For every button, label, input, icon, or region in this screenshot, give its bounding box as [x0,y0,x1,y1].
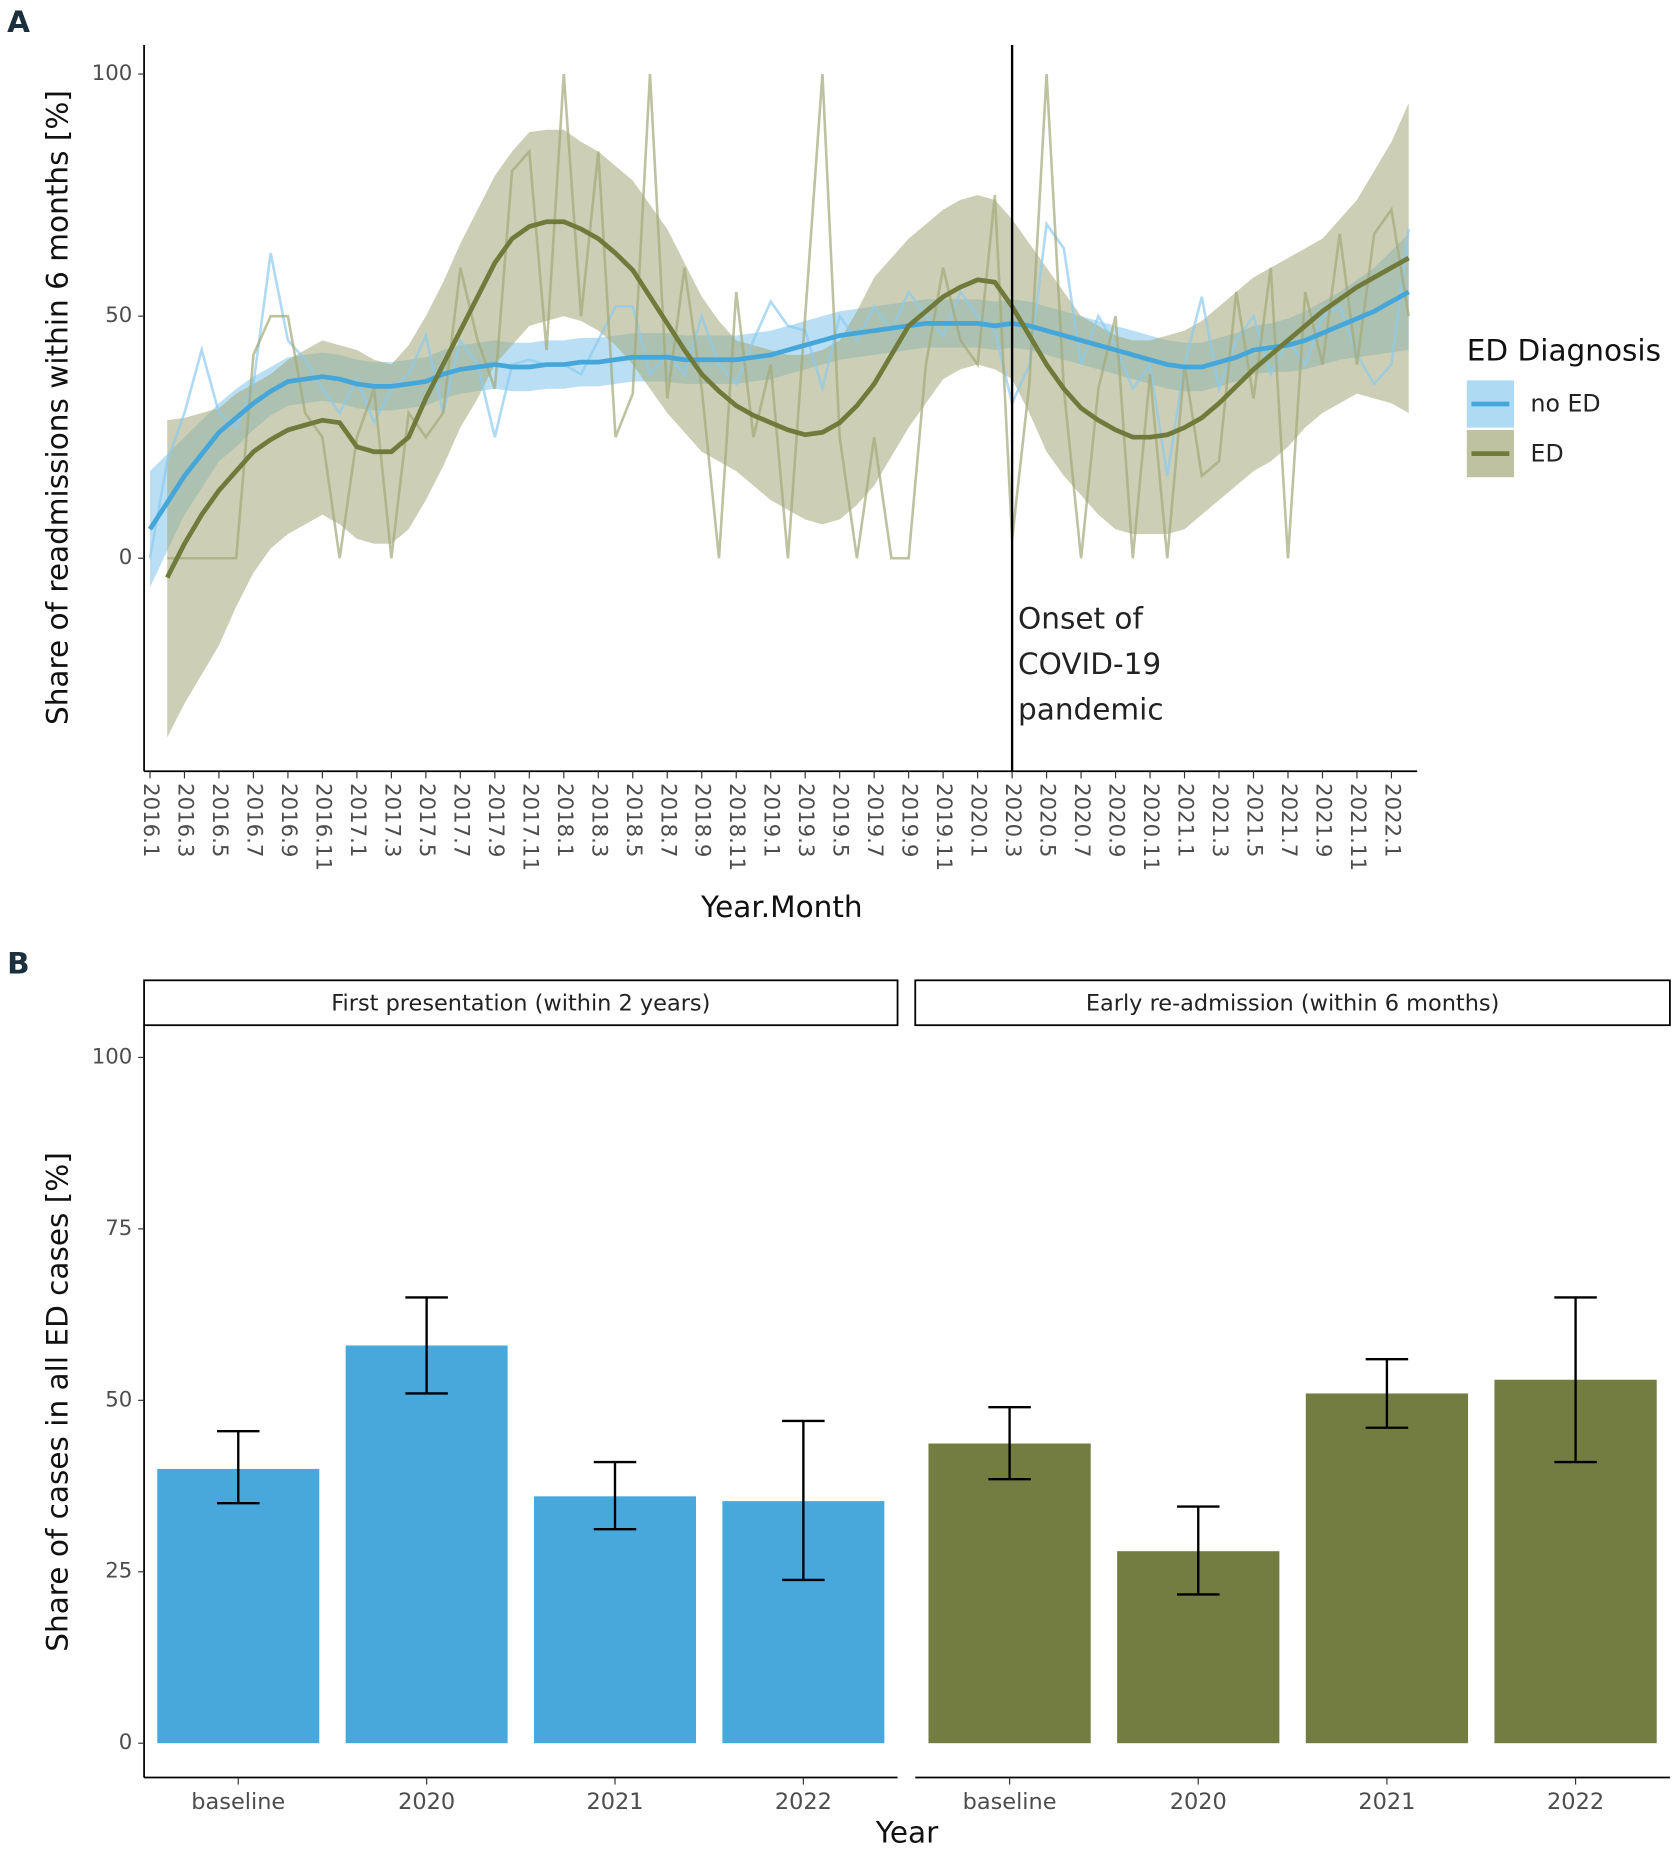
facet-title: First presentation (within 2 years) [331,990,710,1016]
x-tick-label: 2018.11 [724,783,749,871]
legend-title: ED Diagnosis [1467,334,1661,368]
x-tick-label: 2018.7 [655,783,680,857]
x-tick-label: 2020.3 [1000,783,1025,857]
x-tick-label: 2018.9 [690,783,715,857]
bar [928,1443,1091,1744]
x-tick-label: 2021.1 [1173,783,1198,857]
x-tick-label: 2019.3 [793,783,818,857]
x-tick-label: 2019.11 [931,783,956,871]
x-tick-label: 2020.1 [966,783,991,857]
x-tick-label: 2021.11 [1345,783,1370,871]
x-tick-label: 2020.9 [1104,783,1129,857]
x-axis-title: Year [875,1816,939,1850]
x-axis-title: Year.Month [700,890,863,924]
x-tick-label: 2017.9 [483,783,508,857]
x-tick-label: 2016.9 [276,783,301,857]
x-tick-label: 2020.5 [1035,783,1060,857]
bar [534,1496,696,1744]
confidence-band [167,103,1409,738]
annotation: Onset of [1018,602,1143,636]
y-tick-label: 50 [105,303,132,328]
x-tick-label: 2021.3 [1207,783,1232,857]
smooth-line [148,289,1410,531]
x-tick-label: 2017.11 [517,783,542,871]
x-tick-label: 2017.5 [414,783,439,857]
x-tick-label: baseline [963,1789,1057,1815]
x-tick-label: 2016.1 [138,783,163,857]
x-tick-label: 2018.1 [552,783,577,857]
x-tick-label: 2021 [586,1789,643,1815]
bar [345,1345,508,1744]
x-tick-label: 2022.1 [1379,783,1404,857]
bar [1305,1393,1469,1744]
legend-label: ED [1531,439,1564,467]
panel-label: B [7,946,30,980]
legend-label: no ED [1531,390,1601,418]
x-tick-label: 2020.7 [1069,783,1094,857]
y-tick-label: 75 [105,1216,132,1241]
y-tick-label: 50 [105,1387,132,1412]
annotation: pandemic [1018,693,1164,727]
x-tick-label: 2019.7 [862,783,887,857]
x-tick-label: 2016.11 [310,783,335,871]
y-tick-label: 100 [92,61,133,86]
x-tick-label: 2016.3 [172,783,197,857]
x-tick-label: 2016.7 [241,783,266,857]
annotation: COVID-19 [1018,647,1161,681]
facet-strip [143,979,899,1027]
y-tick-label: 0 [119,1730,133,1755]
confidence-band [149,233,1409,588]
x-tick-label: 2022 [775,1789,832,1815]
x-tick-label: 2021.7 [1276,783,1301,857]
x-tick-label: 2017.1 [345,783,370,857]
y-tick-label: 25 [105,1559,132,1584]
x-tick-label: 2018.3 [586,783,611,857]
x-tick-label: 2018.5 [621,783,646,857]
panel-label: A [7,5,30,39]
x-tick-label: 2020.11 [1138,783,1163,871]
x-tick-label: 2021.9 [1310,783,1335,857]
x-tick-label: 2016.5 [207,783,232,857]
bar [157,1468,320,1744]
raw-line [167,73,1410,560]
x-tick-label: 2017.7 [448,783,473,857]
y-tick-label: 0 [119,545,133,570]
x-tick-label: 2022 [1547,1789,1604,1815]
facet-strip [914,979,1671,1027]
x-tick-label: 2019.1 [759,783,784,857]
x-tick-label: 2021.5 [1241,783,1266,857]
y-axis-title: Share of cases in all ED cases [%] [41,1152,75,1652]
y-tick-label: 100 [92,1044,133,1069]
x-tick-label: baseline [191,1789,285,1815]
y-axis-title: Share of readmissions within 6 months [%… [41,90,75,725]
x-tick-label: 2019.9 [897,783,922,857]
facet-title: Early re-admission (within 6 months) [1086,990,1500,1016]
smooth-line [165,219,1410,579]
x-tick-label: 2020 [1170,1789,1227,1815]
x-tick-label: 2021 [1358,1789,1415,1815]
x-tick-label: 2020 [398,1789,455,1815]
x-tick-label: 2017.3 [379,783,404,857]
x-tick-label: 2019.5 [828,783,853,857]
